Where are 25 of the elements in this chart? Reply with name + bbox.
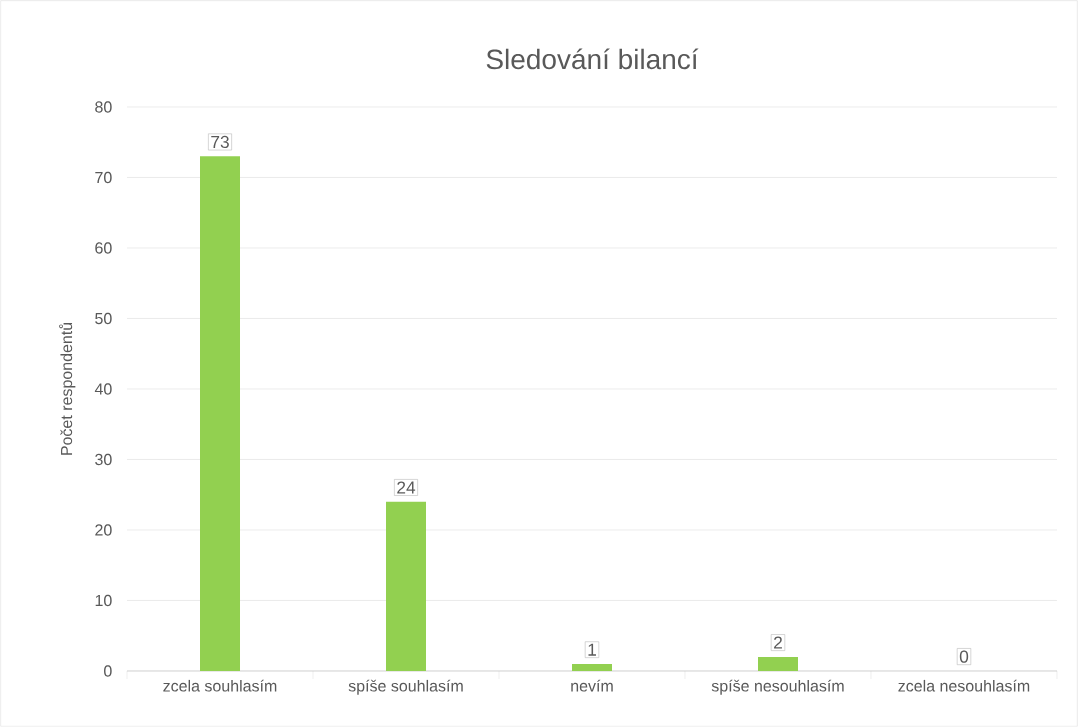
x-tick-label: zcela nesouhlasím (898, 679, 1030, 692)
x-tick-label: zcela souhlasím (163, 679, 277, 692)
y-tick-label: 50 (95, 312, 112, 325)
y-tick-label: 10 (95, 594, 112, 607)
data-label: 1 (588, 643, 596, 656)
bar (758, 656, 798, 671)
y-tick-label: 60 (95, 242, 112, 254)
data-label: 24 (397, 481, 416, 494)
data-label: 2 (774, 636, 782, 649)
y-axis-title: Počet respondentů (59, 322, 76, 455)
y-tick-label: 0 (104, 665, 112, 677)
y-tick-label: 20 (95, 524, 112, 536)
x-tick-label: spíše nesouhlasím (711, 679, 844, 695)
y-tick-label: 70 (95, 171, 112, 184)
x-tick-label: spíše souhlasím (348, 679, 463, 695)
bar (572, 663, 612, 671)
y-tick-label: 40 (94, 383, 112, 395)
bar (200, 156, 241, 671)
chart-title: Sledování bilancí (486, 48, 699, 70)
data-label: 0 (959, 650, 969, 663)
x-tick-label: nevím (571, 679, 613, 692)
y-tick-label: 80 (95, 101, 112, 113)
data-label: 73 (211, 135, 229, 149)
bar (386, 501, 426, 671)
y-tick-label: 30 (95, 453, 112, 466)
